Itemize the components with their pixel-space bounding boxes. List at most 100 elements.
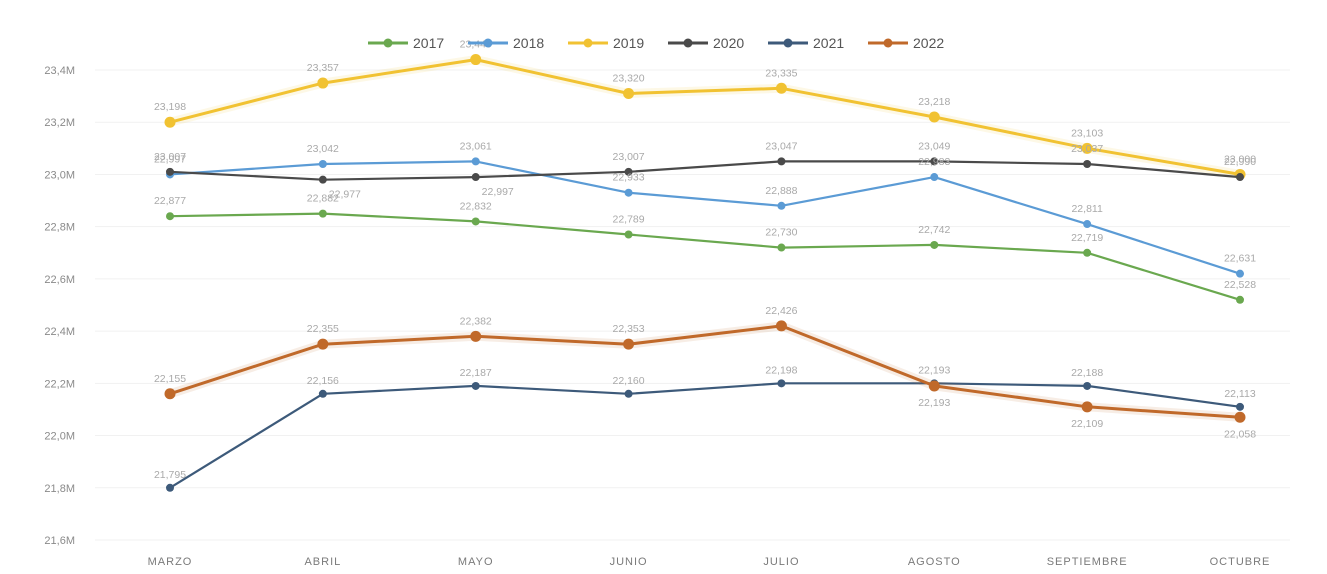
data-point bbox=[777, 157, 786, 166]
x-tick-label: JULIO bbox=[763, 556, 799, 568]
data-label: 22,811 bbox=[1071, 203, 1102, 215]
x-tick-label: JUNIO bbox=[610, 556, 648, 568]
data-label: 22,882 bbox=[307, 193, 339, 205]
legend-item-2020: 2020 bbox=[668, 35, 744, 51]
data-label: 22,156 bbox=[307, 375, 339, 387]
data-label: 22,155 bbox=[154, 373, 186, 385]
data-label: 23,000 bbox=[1224, 153, 1256, 165]
y-tick-label: 23,4M bbox=[44, 65, 75, 77]
data-label: 22,382 bbox=[460, 315, 492, 327]
data-point bbox=[777, 379, 786, 388]
series-line bbox=[168, 160, 1242, 275]
data-label: 23,218 bbox=[918, 96, 950, 108]
data-point bbox=[317, 338, 329, 350]
data-point bbox=[317, 77, 329, 89]
gridlines bbox=[95, 69, 1290, 541]
data-point bbox=[318, 209, 327, 218]
data-label: 23,042 bbox=[307, 143, 339, 155]
data-point bbox=[1083, 381, 1092, 390]
data-point bbox=[775, 320, 787, 332]
legend-swatch-marker bbox=[883, 38, 893, 48]
x-tick-label: SEPTIEMBRE bbox=[1047, 556, 1128, 568]
data-point bbox=[471, 217, 480, 226]
y-tick-label: 21,8M bbox=[44, 483, 75, 495]
x-tick-label: OCTUBRE bbox=[1210, 556, 1271, 568]
data-label: 22,193 bbox=[918, 364, 950, 376]
legend-swatch-marker bbox=[783, 38, 793, 48]
series-2019 bbox=[164, 54, 1246, 180]
data-label: 22,187 bbox=[460, 367, 492, 379]
legend-swatch-marker bbox=[683, 38, 693, 48]
data-label: 23,320 bbox=[613, 73, 645, 85]
x-tick-label: ABRIL bbox=[304, 556, 341, 568]
data-point bbox=[1083, 160, 1092, 168]
data-point bbox=[1236, 173, 1244, 182]
data-point bbox=[318, 389, 327, 398]
data-point bbox=[623, 338, 635, 350]
y-tick-label: 22,2M bbox=[44, 378, 75, 390]
series-2017 bbox=[166, 209, 1244, 304]
data-label: 23,007 bbox=[154, 151, 186, 163]
y-tick-label: 22,4M bbox=[44, 326, 75, 338]
data-point bbox=[471, 381, 480, 390]
series-line-glow bbox=[165, 55, 1245, 179]
y-tick-label: 23,2M bbox=[44, 117, 75, 129]
data-label: 22,058 bbox=[1224, 428, 1256, 440]
legend-swatch-marker bbox=[483, 38, 493, 48]
data-point bbox=[1236, 402, 1244, 411]
data-label: 22,933 bbox=[613, 172, 645, 184]
y-tick-label: 22,8M bbox=[44, 222, 75, 234]
data-point bbox=[624, 167, 633, 176]
data-point bbox=[624, 389, 633, 398]
data-label: 23,047 bbox=[765, 140, 797, 152]
series-line bbox=[168, 58, 1242, 176]
series-2018 bbox=[166, 157, 1244, 278]
series-2020 bbox=[166, 157, 1244, 184]
x-tick-label: MARZO bbox=[148, 556, 193, 568]
data-label: 22,742 bbox=[918, 224, 950, 236]
data-point bbox=[166, 212, 174, 221]
y-axis: 21,6M 21,8M 22,0M 22,2M 22,4M 22,6M 22,8M 23,0M… bbox=[44, 65, 75, 547]
data-point bbox=[318, 160, 327, 168]
data-label: 23,103 bbox=[1071, 127, 1103, 139]
series-2022 bbox=[164, 320, 1246, 423]
legend-item-2018: 2018 bbox=[468, 35, 544, 51]
data-point bbox=[1081, 142, 1093, 154]
data-label: 22,353 bbox=[613, 323, 645, 335]
data-label: 22,789 bbox=[613, 214, 645, 226]
data-point bbox=[775, 82, 787, 94]
series-line bbox=[168, 160, 1242, 181]
data-point bbox=[1236, 269, 1244, 278]
data-point bbox=[164, 116, 176, 128]
data-point bbox=[930, 173, 939, 182]
legend: 2017 2018 2019 2020 2021 2022 bbox=[368, 35, 944, 51]
data-point bbox=[777, 243, 786, 252]
data-point bbox=[777, 201, 786, 210]
data-labels: 22,877 22,882 22,832 22,789 22,730 22,742 22,7… bbox=[154, 39, 1256, 481]
data-label: 22,997 bbox=[154, 153, 186, 165]
data-label: 22,997 bbox=[482, 186, 514, 198]
legend-label: 2018 bbox=[513, 35, 544, 51]
data-point bbox=[624, 188, 633, 197]
data-point bbox=[1083, 248, 1092, 257]
data-point bbox=[166, 483, 174, 492]
data-label: 22,355 bbox=[307, 323, 339, 335]
data-label: 23,037 bbox=[1071, 143, 1103, 155]
data-label: 22,631 bbox=[1224, 253, 1256, 265]
data-label: 23,049 bbox=[918, 140, 950, 152]
series-line bbox=[168, 212, 1242, 301]
data-label: 22,188 bbox=[1071, 367, 1103, 379]
legend-label: 2021 bbox=[813, 35, 844, 51]
data-label: 22,888 bbox=[765, 185, 797, 197]
data-label: 22,719 bbox=[1071, 232, 1103, 244]
data-label: 22,990 bbox=[1224, 156, 1256, 168]
legend-label: 2022 bbox=[913, 35, 944, 51]
data-point bbox=[1234, 411, 1246, 423]
data-label: 22,832 bbox=[460, 200, 492, 212]
legend-label: 2019 bbox=[613, 35, 644, 51]
data-point bbox=[318, 175, 327, 184]
y-tick-label: 22,6M bbox=[44, 274, 75, 286]
data-point bbox=[930, 240, 939, 249]
